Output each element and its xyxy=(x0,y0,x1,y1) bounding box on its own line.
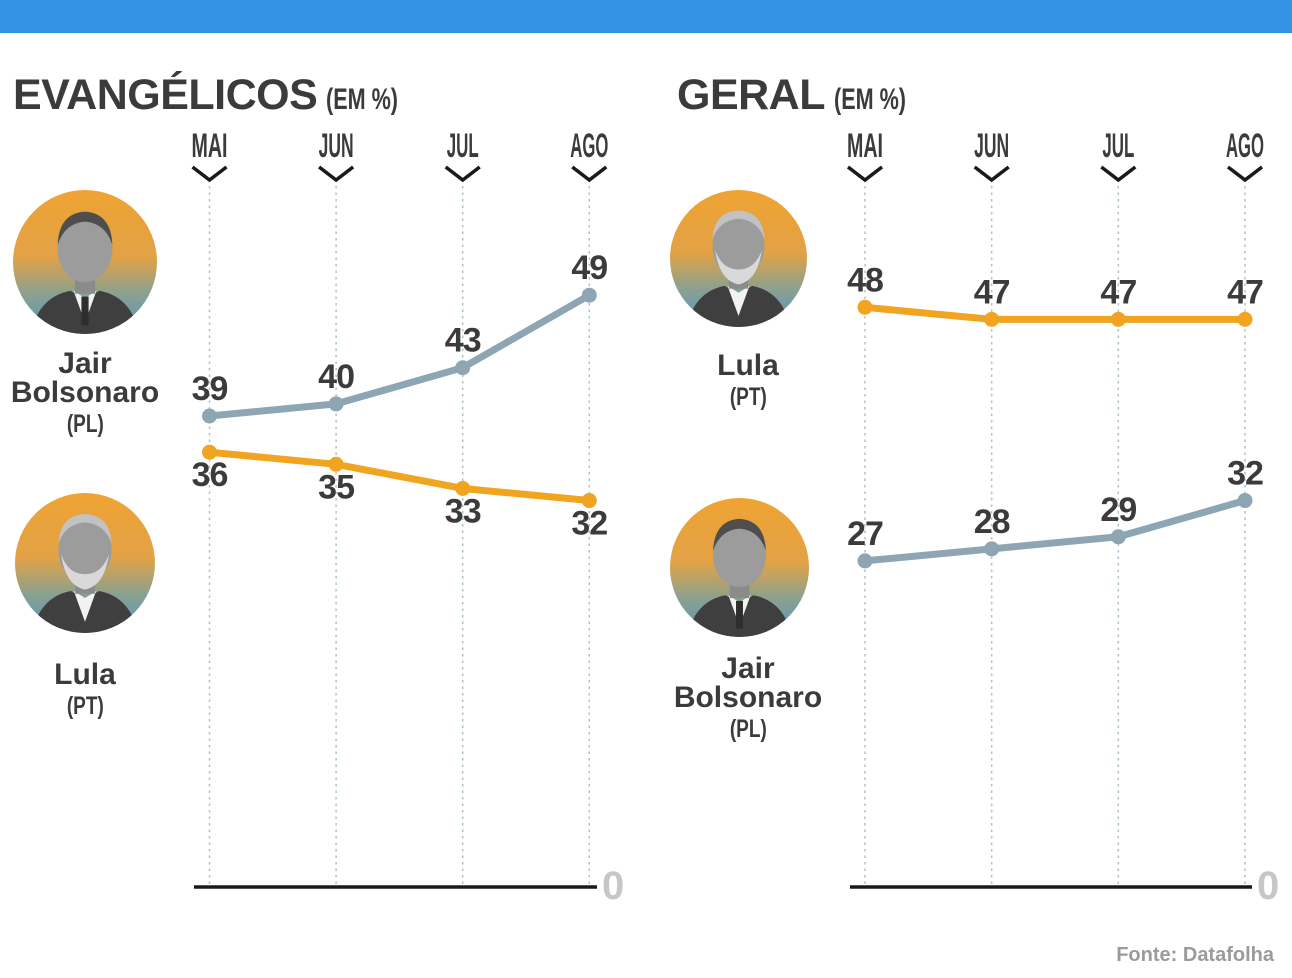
party-text: (PT) xyxy=(66,692,104,720)
data-point-lula xyxy=(984,311,1000,327)
month-label: JUN xyxy=(974,127,1009,165)
data-point-bolsonaro xyxy=(1110,529,1126,545)
value-label-bolsonaro: 32 xyxy=(1227,455,1263,493)
source-credit: Fonte: Datafolha xyxy=(1116,944,1274,966)
data-point-lula xyxy=(455,480,471,496)
party-text: (PT) xyxy=(729,383,767,411)
candidate-first-name: Lula xyxy=(717,349,779,382)
chart-title-text: GERAL xyxy=(677,71,826,119)
data-point-lula xyxy=(202,444,217,460)
value-label-lula: 35 xyxy=(318,468,354,506)
person-silhouette xyxy=(686,518,793,637)
value-label-lula: 47 xyxy=(1227,273,1263,311)
data-point-lula xyxy=(581,493,597,509)
chart-title-unit: (EM %) xyxy=(326,83,399,116)
party-text: (PL) xyxy=(729,715,767,743)
lula-photo xyxy=(670,190,807,327)
chevron-down-icon xyxy=(973,165,1010,183)
lula-photo xyxy=(15,493,155,633)
party-label: (PL) xyxy=(653,715,843,743)
month-label: JUL xyxy=(1102,127,1134,165)
candidate-first-name: Jair xyxy=(58,347,112,380)
top-accent-bar xyxy=(0,0,1292,33)
candidate-last-name: Bolsonaro xyxy=(10,376,160,409)
data-point-bolsonaro xyxy=(857,553,873,569)
candidate-name-bolsonaro: Jair Bolsonaro (PL) xyxy=(653,652,843,743)
month-label: MAI xyxy=(847,127,883,165)
chevron-down-icon xyxy=(444,165,481,183)
value-label-lula: 33 xyxy=(445,492,481,530)
month-label: JUN xyxy=(319,127,354,165)
candidate-name-bolsonaro: Jair Bolsonaro (PL) xyxy=(0,347,180,438)
jair-bolsonaro-photo xyxy=(670,498,809,637)
chevron-down-icon xyxy=(846,165,884,183)
value-label-bolsonaro: 28 xyxy=(974,503,1010,541)
series-line-lula xyxy=(861,303,1249,323)
value-label-lula: 47 xyxy=(1100,273,1136,311)
series-line-bolsonaro xyxy=(206,291,593,420)
data-point-lula xyxy=(857,299,873,315)
data-point-bolsonaro xyxy=(984,541,1000,557)
person-silhouette xyxy=(686,210,791,327)
chart-title-unit: (EM %) xyxy=(834,83,906,116)
value-label-bolsonaro: 49 xyxy=(571,249,607,287)
chevron-down-icon xyxy=(191,165,228,183)
axis-zero-label: 0 xyxy=(1257,864,1279,908)
data-point-bolsonaro xyxy=(328,396,344,412)
party-label: (PT) xyxy=(653,383,843,411)
chart-title-geral: GERAL (EM %) xyxy=(677,74,934,117)
person-silhouette xyxy=(30,211,140,334)
chevron-down-icon xyxy=(571,165,608,183)
data-point-bolsonaro xyxy=(202,408,217,424)
month-label: AGO xyxy=(1226,127,1264,165)
data-point-bolsonaro xyxy=(455,360,471,376)
data-point-lula xyxy=(328,456,344,472)
candidate-last-name: Bolsonaro xyxy=(673,681,823,714)
series-line-bolsonaro xyxy=(861,497,1249,565)
party-label: (PT) xyxy=(0,692,180,720)
data-point-lula xyxy=(1110,311,1126,327)
party-label: (PL) xyxy=(0,410,180,438)
value-label-bolsonaro: 29 xyxy=(1100,491,1136,529)
series-line-lula xyxy=(206,448,593,505)
value-label-bolsonaro: 43 xyxy=(445,322,481,360)
value-label-bolsonaro: 39 xyxy=(192,370,228,408)
candidate-name-lula: Lula (PT) xyxy=(653,349,843,411)
person-silhouette xyxy=(31,514,139,633)
candidate-name-lula: Lula (PT) xyxy=(0,658,180,720)
month-label: JUL xyxy=(447,127,479,165)
candidate-first-name: Lula xyxy=(54,658,116,691)
value-label-lula: 36 xyxy=(192,456,228,494)
value-label-lula: 32 xyxy=(571,505,607,543)
candidate-first-name: Jair xyxy=(721,652,775,685)
chart-title-evangelicos: EVANGÉLICOS (EM %) xyxy=(13,74,426,117)
value-label-lula: 48 xyxy=(847,261,883,299)
jair-bolsonaro-photo xyxy=(13,190,157,334)
data-point-bolsonaro xyxy=(581,287,597,303)
value-label-bolsonaro: 27 xyxy=(847,515,883,553)
month-label: AGO xyxy=(570,127,608,165)
party-text: (PL) xyxy=(66,410,104,438)
value-label-lula: 47 xyxy=(974,273,1010,311)
chart-title-text: EVANGÉLICOS xyxy=(13,71,318,119)
value-label-bolsonaro: 40 xyxy=(318,358,354,396)
data-point-lula xyxy=(1237,311,1253,327)
chevron-down-icon xyxy=(1100,165,1137,183)
axis-zero-label: 0 xyxy=(602,864,624,908)
chevron-down-icon xyxy=(318,165,355,183)
data-point-bolsonaro xyxy=(1237,493,1253,509)
chevron-down-icon xyxy=(1226,165,1264,183)
month-label: MAI xyxy=(192,127,228,165)
